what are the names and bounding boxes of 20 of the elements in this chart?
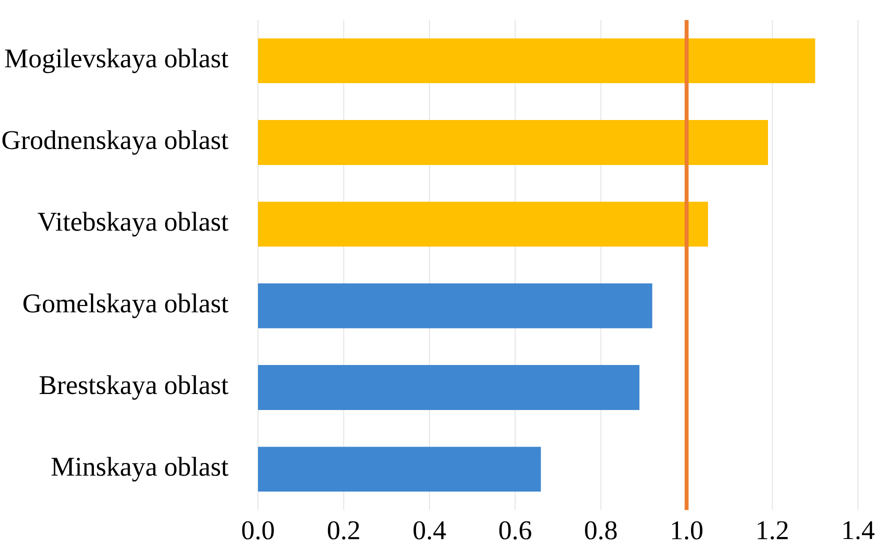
x-tick-label: 1.0 bbox=[672, 521, 702, 540]
bar bbox=[258, 446, 541, 492]
y-tick-label: Mogilevskaya oblast bbox=[5, 48, 228, 74]
x-tick-label: 0.8 bbox=[585, 521, 617, 540]
y-tick-label: Minskaya oblast bbox=[52, 456, 228, 482]
x-tick-label: 0.6 bbox=[499, 521, 532, 540]
bar bbox=[258, 365, 640, 410]
y-tick-label: Gomelskaya oblast bbox=[23, 294, 228, 318]
bar bbox=[258, 38, 816, 84]
bar bbox=[258, 202, 708, 247]
x-tick-label: 1.2 bbox=[758, 521, 788, 540]
x-tick-label: 0.2 bbox=[328, 521, 360, 540]
y-tick-label: Grodnenskaya oblast bbox=[2, 130, 228, 155]
x-tick-label: 0.0 bbox=[242, 521, 274, 540]
bar bbox=[258, 283, 652, 328]
x-tick-label: 1.4 bbox=[844, 521, 874, 540]
bar bbox=[258, 120, 768, 165]
x-tick-label: 0.4 bbox=[414, 521, 446, 540]
y-tick-label: Brestskaya oblast bbox=[40, 375, 228, 400]
y-tick-label: Vitebskaya oblast bbox=[38, 212, 228, 236]
